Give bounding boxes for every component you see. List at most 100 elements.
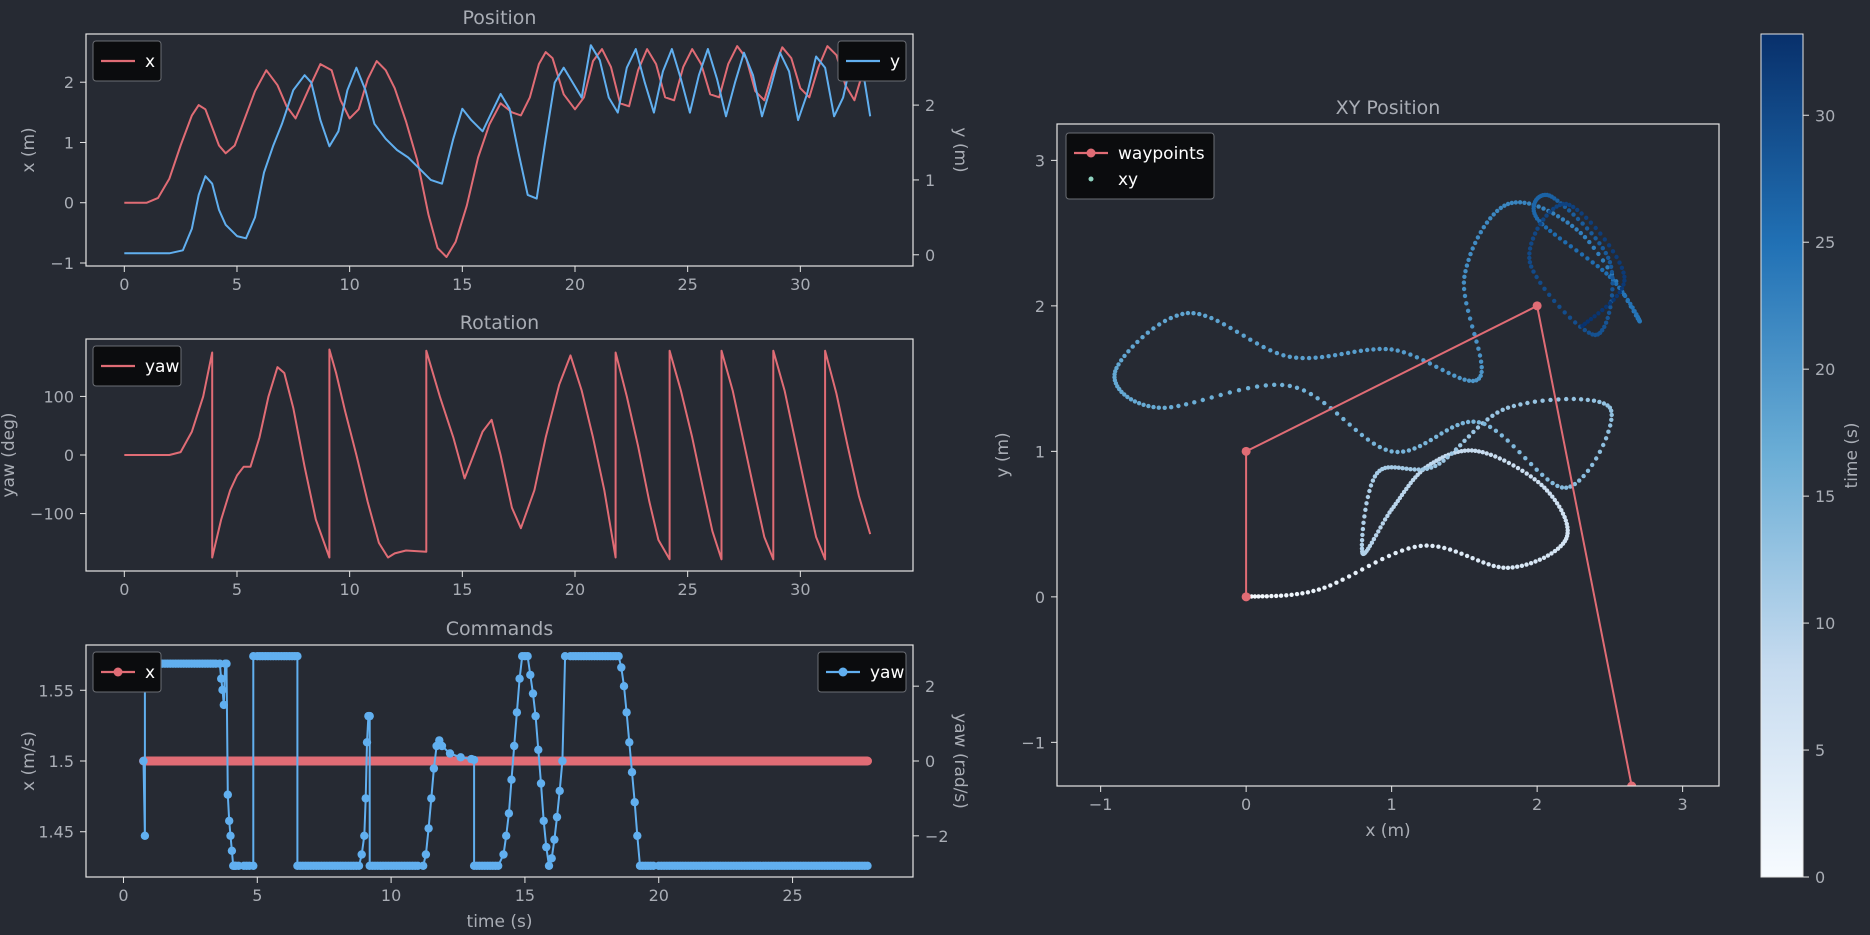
trajectory-point	[1535, 226, 1540, 231]
trajectory-point	[1469, 448, 1475, 453]
trajectory-point	[1603, 320, 1609, 325]
trajectory-point	[1590, 260, 1595, 265]
series-yaw-point	[424, 824, 433, 833]
x-axis-label: x (m)	[1365, 821, 1410, 841]
trajectory-point	[1552, 298, 1557, 304]
trajectory-point	[1477, 353, 1483, 358]
trajectory-point	[1274, 350, 1280, 356]
trajectory-point	[1145, 330, 1151, 335]
trajectory-point	[1401, 449, 1406, 454]
trajectory-point	[1607, 301, 1613, 306]
trajectory-point	[1528, 461, 1534, 467]
trajectory-point	[1306, 355, 1312, 361]
trajectory-point	[1264, 594, 1270, 599]
legend-box	[1065, 132, 1215, 200]
trajectory-point	[1502, 203, 1507, 208]
y-tick-label: 2	[1035, 297, 1045, 316]
trajectory-point	[1300, 591, 1305, 596]
trajectory-point	[1416, 467, 1421, 472]
trajectory-point	[1622, 274, 1627, 279]
trajectory-point	[1404, 466, 1409, 471]
trajectory-point	[1523, 456, 1528, 461]
y-axis-label: x (m/s)	[19, 731, 39, 791]
trajectory-point	[1322, 585, 1327, 590]
trajectory-point	[1622, 293, 1628, 299]
trajectory-point	[1472, 331, 1477, 337]
trajectory-point	[1592, 314, 1597, 319]
trajectory-point	[1423, 441, 1428, 446]
trajectory-point	[1378, 525, 1383, 530]
x-tick-label: 30	[790, 275, 810, 294]
trajectory-point	[1360, 532, 1365, 538]
trajectory-point	[1542, 485, 1547, 490]
trajectory-point	[1241, 333, 1246, 338]
trajectory-point	[1269, 593, 1274, 599]
trajectory-point	[1528, 561, 1534, 566]
series-yaw-point	[558, 756, 567, 766]
chart-commands: Commands time (s) x (m/s) yaw (rad/s) 0 5 10 15…	[19, 618, 970, 932]
trajectory-point	[1481, 225, 1487, 230]
series-yaw-point	[630, 798, 639, 807]
trajectory-point	[1510, 565, 1515, 570]
trajectory-point	[1401, 350, 1407, 355]
series-yaw-point	[456, 753, 465, 762]
trajectory-point	[1557, 202, 1563, 208]
series-yaw-point	[536, 779, 546, 788]
trajectory-point	[1263, 383, 1269, 388]
series-yaw-point	[531, 711, 540, 721]
trajectory-point	[1541, 555, 1547, 560]
trajectory-point	[1580, 323, 1585, 329]
trajectory-point	[1395, 348, 1400, 353]
trajectory-point	[1501, 565, 1506, 570]
trajectory-point	[1203, 313, 1208, 318]
trajectory-point	[1340, 577, 1345, 582]
trajectory-point	[1301, 388, 1307, 393]
trajectory-point	[1498, 205, 1504, 211]
trajectory-point	[1389, 449, 1394, 454]
x-tick-label: 15	[452, 580, 472, 599]
trajectory-point	[1215, 318, 1220, 324]
trajectory-point	[1577, 478, 1582, 483]
trajectory-point	[1610, 249, 1616, 254]
trajectory-point	[1600, 307, 1605, 313]
trajectory-point	[1608, 305, 1613, 310]
trajectory-point	[1389, 347, 1394, 352]
trajectory-point	[1593, 225, 1598, 231]
legend-box	[817, 651, 907, 693]
x-tick-label: 15	[452, 275, 472, 294]
trajectory-point	[1565, 528, 1570, 533]
trajectory-point	[1151, 326, 1156, 331]
x-tick-label: 10	[339, 580, 359, 599]
trajectory-point	[1406, 448, 1412, 453]
trajectory-point	[1459, 551, 1464, 556]
trajectory-point	[1511, 444, 1516, 449]
trajectory-point	[1588, 220, 1594, 225]
trajectory-point	[1377, 444, 1383, 450]
trajectory-point	[1585, 256, 1590, 261]
trajectory-point	[1527, 255, 1532, 261]
trajectory-point	[1328, 583, 1333, 588]
trajectory-point	[1453, 447, 1459, 452]
trajectory-point	[1550, 494, 1555, 499]
trajectory-point	[1610, 281, 1615, 286]
trajectory-point	[1395, 449, 1400, 455]
trajectory-point	[1596, 311, 1601, 316]
trajectory-point	[1515, 564, 1520, 569]
trajectory-point	[1603, 250, 1609, 256]
y-tick-label: −1	[50, 254, 74, 273]
trajectory-point	[1582, 235, 1588, 240]
series-yaw-point	[223, 790, 232, 799]
series-yaw-point	[211, 659, 220, 668]
series-yaw-point	[245, 861, 254, 870]
y-tick-label-right: 2	[925, 677, 935, 696]
trajectory-point	[1560, 511, 1566, 516]
trajectory-point	[1476, 420, 1482, 425]
y-tick-label: 1	[1035, 442, 1045, 461]
trajectory-point	[1608, 264, 1614, 269]
trajectory-point	[1595, 264, 1600, 269]
trajectory-point	[1359, 538, 1365, 543]
trajectory-point	[1463, 269, 1468, 274]
trajectory-point	[1532, 399, 1538, 404]
trajectory-point	[1600, 267, 1605, 273]
trajectory-point	[1527, 246, 1533, 251]
